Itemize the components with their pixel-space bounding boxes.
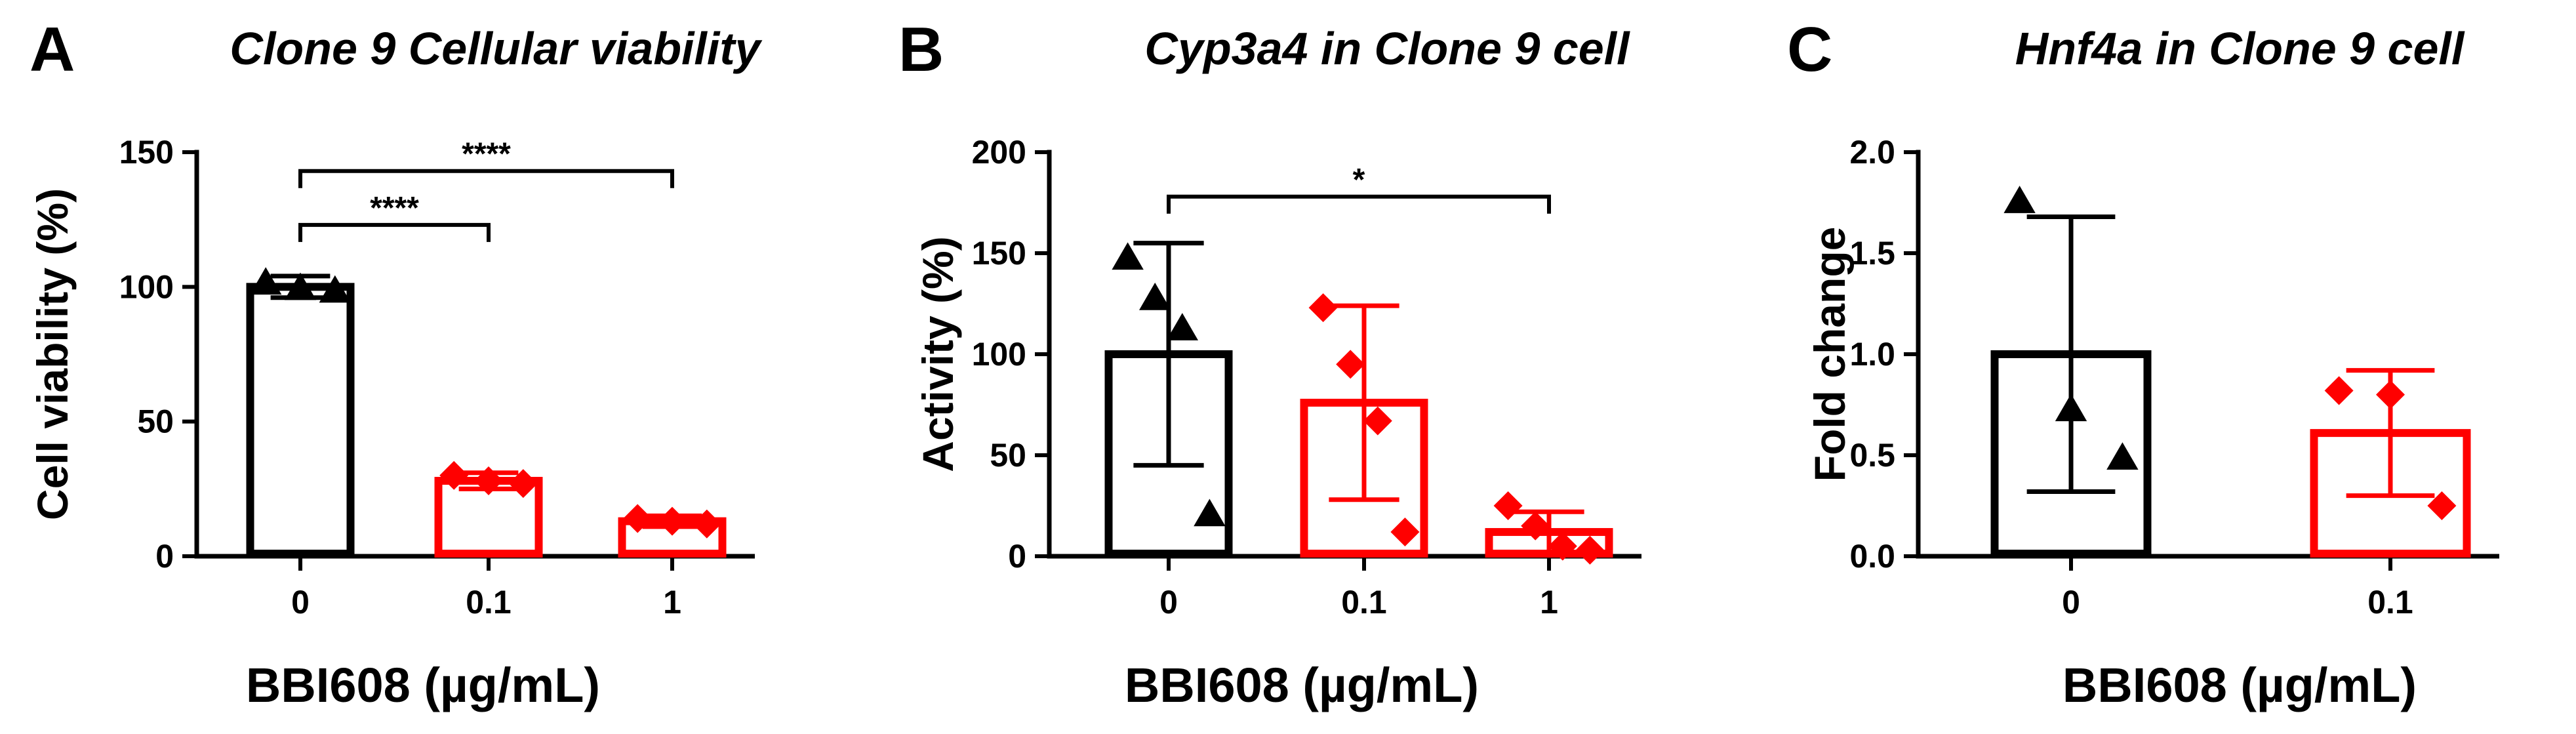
y-tick-label: 2.0 — [1849, 134, 1895, 171]
x-tick-label: 0.1 — [1341, 584, 1387, 621]
y-tick-label: 200 — [972, 134, 1026, 171]
data-point — [1139, 282, 1171, 310]
panel-letter: B — [898, 14, 944, 85]
chart-title: Cyp3a4 in Clone 9 cell — [1144, 23, 1630, 74]
data-point — [1336, 350, 1365, 379]
panel-letter: C — [1787, 14, 1832, 85]
y-tick-label: 0 — [155, 538, 174, 575]
data-point — [2376, 380, 2405, 409]
y-tick-label: 0.5 — [1849, 437, 1895, 474]
significance-bracket — [298, 222, 491, 242]
panel-a: A Clone 9 Cellular viability 0 50 100 150 Cell… — [28, 14, 763, 712]
x-tick-label: 1 — [663, 584, 681, 621]
y-tick-label: 1.0 — [1849, 336, 1895, 373]
data-point — [1390, 518, 1420, 547]
chart-title: Clone 9 Cellular viability — [230, 23, 762, 74]
data-point — [692, 509, 721, 539]
data-point — [1575, 535, 1605, 565]
x-axis-label: BBI608 (µg/mL) — [246, 658, 600, 712]
data-point — [1166, 313, 1198, 340]
data-point — [319, 275, 351, 303]
x-axis-label: BBI608 (µg/mL) — [2063, 658, 2417, 712]
x-tick-label: 0.1 — [466, 584, 512, 621]
y-tick-label: 150 — [119, 134, 174, 171]
data-point — [2427, 491, 2457, 520]
data-point — [1521, 511, 1550, 540]
panel-letter: A — [30, 14, 75, 85]
significance-label: **** — [462, 137, 511, 172]
y-tick-label: 1.5 — [1849, 235, 1895, 272]
data-point — [508, 469, 538, 499]
data-point — [658, 506, 687, 536]
data-point — [1308, 293, 1338, 323]
data-point — [1548, 531, 1577, 561]
chart-title: Hnf4a in Clone 9 cell — [2015, 23, 2465, 74]
panel-b: B Cyp3a4 in Clone 9 cell 0 50 100 150 200 Activ… — [898, 14, 1641, 712]
y-tick-label: 0.0 — [1849, 538, 1895, 575]
data-point — [2324, 376, 2354, 405]
y-tick-label: 100 — [119, 268, 174, 305]
significance-label: * — [1353, 163, 1365, 197]
x-axis-label: BBI608 (µg/mL) — [1125, 658, 1479, 712]
data-point — [284, 272, 317, 300]
bar — [246, 283, 355, 558]
panel-c: C Hnf4a in Clone 9 cell 0.0 0.5 1.0 1.5 2.0 Fol… — [1787, 14, 2499, 712]
x-tick-label: 0 — [291, 584, 310, 621]
x-tick-label: 0.1 — [2367, 584, 2413, 621]
y-tick-label: 150 — [972, 235, 1026, 272]
data-point — [1194, 499, 1226, 527]
y-axis-label: Cell viability (%) — [28, 188, 77, 520]
y-axis-label: Activity (%) — [914, 236, 962, 472]
y-axis-label: Fold change — [1805, 227, 1854, 482]
x-tick-label: 0 — [1159, 584, 1178, 621]
data-point — [2106, 442, 2139, 470]
data-point — [250, 267, 282, 295]
data-point — [2003, 186, 2036, 213]
significance-bracket — [298, 169, 674, 188]
data-point — [1363, 406, 1392, 436]
data-point — [1112, 242, 1144, 270]
significance-label: **** — [370, 191, 419, 226]
x-tick-label: 0 — [2062, 584, 2080, 621]
data-point — [623, 504, 653, 533]
x-tick-label: 1 — [1540, 584, 1558, 621]
data-point — [1493, 491, 1523, 520]
y-tick-label: 50 — [990, 437, 1026, 474]
significance-bracket — [1167, 194, 1551, 214]
y-tick-label: 0 — [1008, 538, 1026, 575]
data-point — [439, 460, 469, 490]
data-point — [2055, 394, 2087, 422]
y-tick-label: 100 — [972, 336, 1026, 373]
y-tick-label: 50 — [137, 403, 174, 440]
data-point — [474, 466, 503, 496]
